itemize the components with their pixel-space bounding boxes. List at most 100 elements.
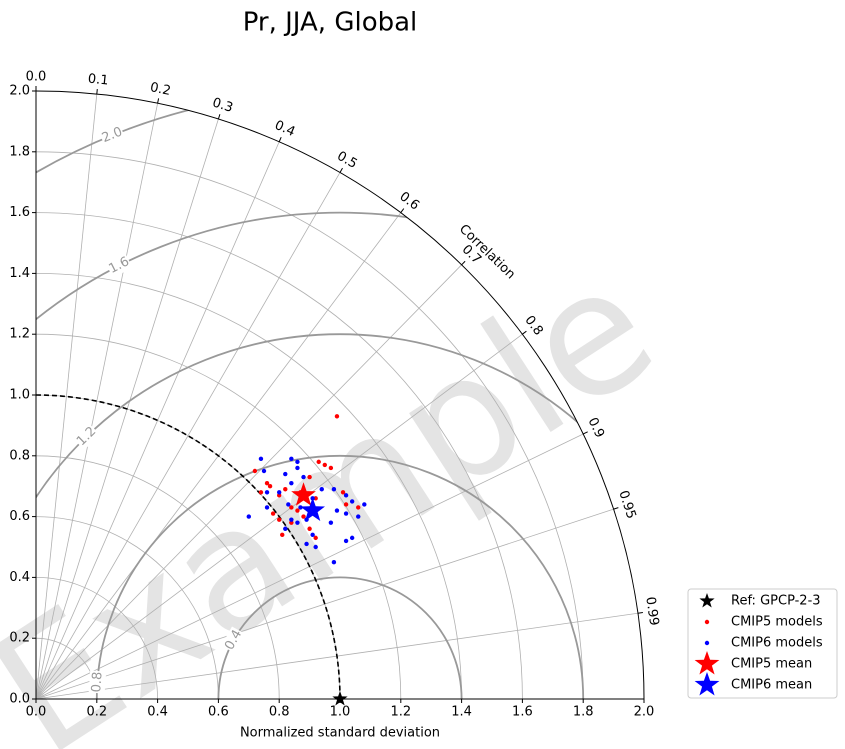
x-tick-label: 0.8 <box>269 705 290 720</box>
legend-label: CMIP6 mean <box>731 678 812 693</box>
model-point <box>289 505 294 510</box>
y-tick-label: 1.6 <box>9 205 30 220</box>
rms-label: 1.6 <box>107 254 132 277</box>
x-tick-label: 0.4 <box>147 705 168 720</box>
legend-label: CMIP5 models <box>731 615 823 630</box>
std-grid-arc <box>35 273 462 700</box>
rms-contour <box>217 576 463 699</box>
model-point <box>289 520 294 525</box>
model-point <box>277 490 282 495</box>
model-point <box>343 502 349 507</box>
corr-grid-line <box>35 94 98 700</box>
x-axis-label: Normalized standard deviation <box>240 726 440 741</box>
rms-label-bg <box>105 253 133 278</box>
model-point <box>246 514 251 519</box>
model-point <box>277 493 282 498</box>
model-point <box>261 468 267 474</box>
model-point <box>362 502 367 507</box>
corr-tick <box>522 330 527 335</box>
reference-star <box>332 691 348 706</box>
x-tick-label: 1.0 <box>330 705 351 720</box>
model-point <box>258 456 264 462</box>
model-point <box>334 508 340 513</box>
legend-marker <box>699 593 715 608</box>
legend-marker <box>694 651 720 675</box>
corr-tick-label: 0.99 <box>642 596 661 627</box>
model-point <box>298 505 303 510</box>
model-point <box>267 484 273 489</box>
corr-tick <box>339 167 343 173</box>
corr-grid-line <box>35 172 341 700</box>
rms-label: 2.0 <box>100 124 125 146</box>
model-point <box>343 493 349 498</box>
legend-box <box>687 588 838 699</box>
corr-tick <box>217 114 221 120</box>
std-grid-arc <box>35 151 584 700</box>
model-point <box>316 459 321 465</box>
chart-title: Pr, JJA, Global <box>243 8 418 38</box>
legend-label: Ref: GPCP-2-3 <box>731 594 821 609</box>
rms-label-bg <box>99 123 126 147</box>
legend-marker <box>704 640 710 646</box>
y-tick-label: 0.6 <box>9 509 30 524</box>
model-point <box>319 487 324 492</box>
model-point <box>289 517 294 522</box>
model-point <box>331 560 337 565</box>
rms-contour <box>36 211 644 699</box>
corr-tick <box>461 260 466 266</box>
marks-layer <box>246 414 367 706</box>
std-grid-arc <box>35 516 219 700</box>
model-point <box>301 474 306 480</box>
x-tick-label: 1.2 <box>390 705 411 720</box>
rms-label-bg <box>73 423 101 450</box>
model-point <box>283 526 288 531</box>
mean-star <box>291 482 316 506</box>
model-point <box>283 471 288 477</box>
x-tick-label: 0.2 <box>86 705 107 720</box>
model-point <box>349 535 355 541</box>
model-point <box>328 465 334 471</box>
x-tick-label: 2.0 <box>634 705 655 720</box>
std-grid-arc <box>35 577 158 700</box>
model-point <box>270 511 276 516</box>
std-grid-arc <box>35 333 402 700</box>
model-point <box>295 520 300 525</box>
corr-tick <box>637 612 643 614</box>
model-point <box>252 468 258 474</box>
model-point <box>301 514 306 519</box>
std-grid-arc <box>35 212 523 700</box>
watermark: Example <box>0 226 687 749</box>
y-tick-label: 1.4 <box>9 266 30 281</box>
legend: Ref: GPCP-2-3 CMIP5 models CMIP6 models CMI… <box>694 593 823 696</box>
corr-tick-label: 0.4 <box>272 118 297 140</box>
corr-tick-label: 0.2 <box>149 80 172 99</box>
corr-tick-label: 0.6 <box>396 189 422 213</box>
model-point <box>295 508 300 513</box>
corr-tick <box>613 507 619 510</box>
corr-tick-label: 0.1 <box>87 72 109 89</box>
model-point <box>264 505 270 510</box>
rms-label-bg <box>88 670 107 694</box>
model-point <box>280 532 285 538</box>
model-point <box>356 505 361 510</box>
model-point <box>264 490 270 495</box>
y-tick-label: 2.0 <box>9 84 30 99</box>
x-tick-label: 0.0 <box>26 705 47 720</box>
mean-star <box>300 497 325 521</box>
y-tick-label: 0.8 <box>9 448 30 463</box>
y-tick-label: 1.8 <box>9 144 30 159</box>
outer-arc <box>35 90 645 700</box>
model-point <box>295 465 300 471</box>
corr-tick <box>582 431 588 435</box>
corr-tick-label: 0.5 <box>334 149 359 172</box>
model-point <box>264 480 270 486</box>
std-grid-arc <box>35 394 341 700</box>
model-point <box>286 502 291 507</box>
corr-tick-label: 0.3 <box>210 95 234 116</box>
model-point <box>258 490 264 495</box>
model-point <box>340 490 346 495</box>
model-point <box>307 474 312 480</box>
legend-label: CMIP6 models <box>731 636 823 651</box>
x-tick-label: 1.4 <box>451 705 472 720</box>
